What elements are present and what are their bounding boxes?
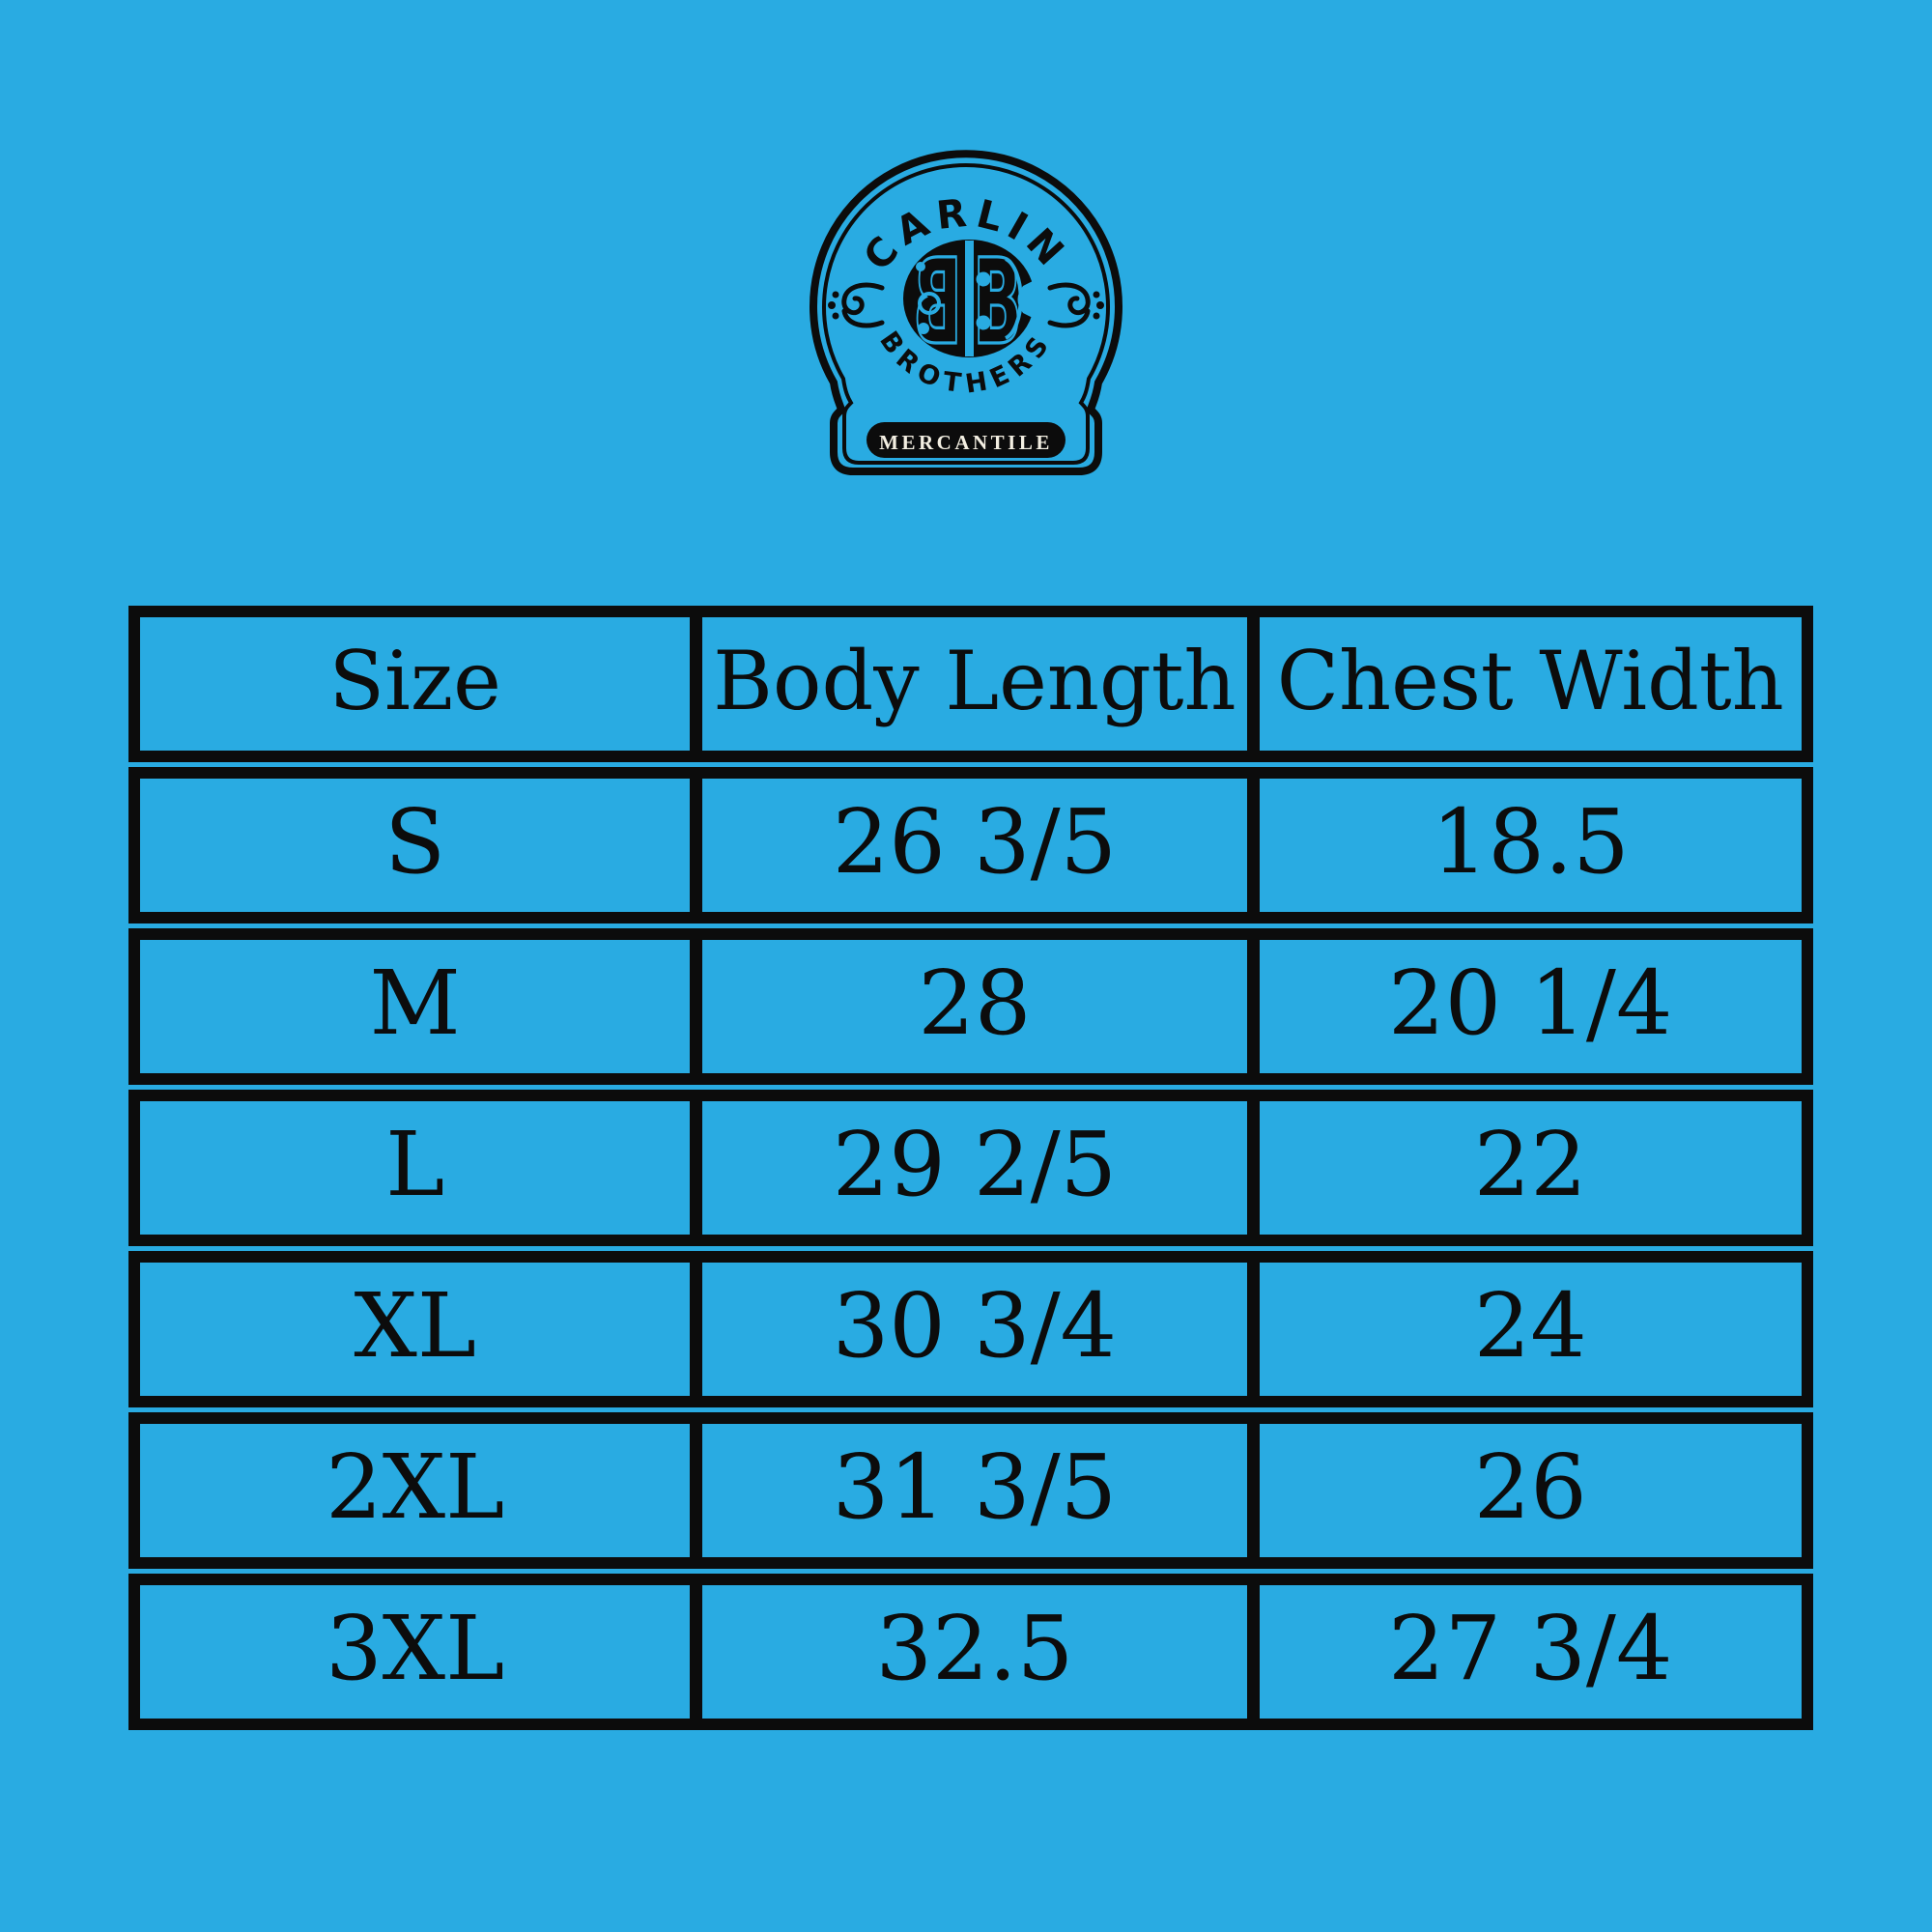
table-row: L 29 2/5 22 <box>128 1090 1813 1246</box>
brand-logo: CARLIN BROTHERS B B <box>807 143 1125 491</box>
cell-chest-width: 22 <box>1246 1101 1802 1235</box>
badge-outline-outer <box>810 150 1122 475</box>
header-size: Size <box>328 634 501 728</box>
table-row: M 28 20 1/4 <box>128 928 1813 1085</box>
banner-label: MERCANTILE <box>879 431 1053 454</box>
cell-chest-width: 18.5 <box>1246 779 1802 912</box>
cell-chest-width: 26 <box>1246 1424 1802 1557</box>
table-row: XL 30 3/4 24 <box>128 1251 1813 1407</box>
table-row: S 26 3/5 18.5 <box>128 767 1813 923</box>
flourish-left-icon <box>828 285 882 326</box>
monogram-cb-icon: B B <box>903 234 1042 373</box>
brand-logo-svg: CARLIN BROTHERS B B <box>810 150 1122 475</box>
cell-size: 3XL <box>326 1597 505 1700</box>
cell-body-length: 31 3/5 <box>690 1424 1246 1557</box>
cell-body-length: 28 <box>690 940 1246 1073</box>
table-row: 2XL 31 3/5 26 <box>128 1412 1813 1569</box>
cell-chest-width: 27 3/4 <box>1246 1585 1802 1719</box>
cell-chest-width: 24 <box>1246 1263 1802 1396</box>
cell-body-length: 30 3/4 <box>690 1263 1246 1396</box>
badge-outline-inner <box>822 162 1110 465</box>
cell-chest-width: 20 1/4 <box>1246 940 1802 1073</box>
cell-size: XL <box>354 1274 476 1378</box>
cell-size: L <box>385 1113 445 1216</box>
size-table: Size Body Length Chest Width S 26 3/5 18… <box>128 606 1813 1730</box>
header-body-length: Body Length <box>690 617 1246 751</box>
cell-size: M <box>369 952 461 1055</box>
table-row: 3XL 32.5 27 3/4 <box>128 1574 1813 1730</box>
cell-size: S <box>384 790 446 894</box>
cell-body-length: 32.5 <box>690 1585 1246 1719</box>
monogram-b-right: B <box>973 235 1022 371</box>
banner-pill: MERCANTILE <box>867 422 1065 458</box>
header-chest-width: Chest Width <box>1246 617 1802 751</box>
cell-body-length: 29 2/5 <box>690 1101 1246 1235</box>
table-header-row: Size Body Length Chest Width <box>128 606 1813 762</box>
cell-size: 2XL <box>326 1435 505 1539</box>
cell-body-length: 26 3/5 <box>690 779 1246 912</box>
flourish-right-icon <box>1050 285 1104 326</box>
